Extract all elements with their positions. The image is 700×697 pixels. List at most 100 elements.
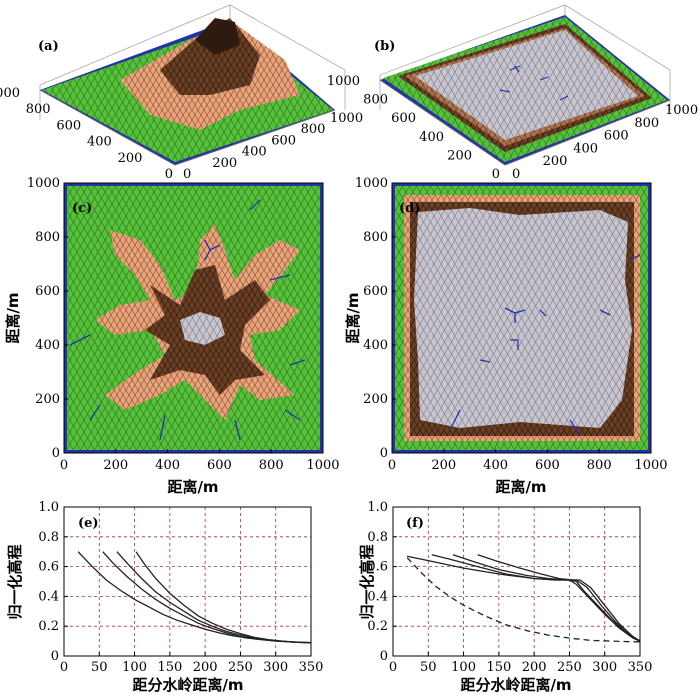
panel-c-x-tick-label: 800 bbox=[259, 458, 284, 473]
panel-f: 0 50 100 150 200 250 300 350 0 0.2 0.4 0.6 0.8 1.0 (… bbox=[358, 500, 652, 694]
panel-d-plateau bbox=[414, 208, 632, 428]
panel-c-y-tick-label: 200 bbox=[35, 392, 60, 407]
panel-b-channels bbox=[499, 65, 569, 101]
panel-b-x-tick-label: 200 bbox=[543, 154, 568, 169]
panel-a-x-tick-label: 1000 bbox=[330, 111, 363, 126]
panel-e-series-line-2 bbox=[102, 551, 312, 644]
panel-c-frame bbox=[63, 182, 324, 454]
panel-a-x-tick-label: 400 bbox=[242, 145, 267, 160]
panel-e-xlabel: 距分水岭距离/m bbox=[132, 676, 243, 694]
panel-f-x-tick-label: 250 bbox=[557, 660, 582, 675]
panel-a-x-tick-label: 200 bbox=[212, 156, 237, 171]
panel-e-ylabel: 归一化高程 bbox=[6, 544, 24, 619]
panel-b-y-tick-label: 200 bbox=[447, 148, 472, 163]
panel-e-series-line-4 bbox=[135, 551, 312, 644]
panel-e-x-tick-label: 250 bbox=[228, 660, 253, 675]
panel-a-summit bbox=[195, 18, 240, 55]
panel-e-x-tick-label: 0 bbox=[60, 660, 68, 675]
panel-c-x-tick-label: 1000 bbox=[306, 458, 339, 473]
panel-b-plateau bbox=[415, 30, 638, 140]
panel-d-frame bbox=[391, 182, 652, 454]
panel-f-x-tick-label: 300 bbox=[592, 660, 617, 675]
panel-b-y-tick-label: 400 bbox=[419, 130, 444, 145]
panel-e-y-tick-label: 0.6 bbox=[38, 560, 59, 575]
panel-a-y-tick-label: 1000 bbox=[0, 86, 20, 101]
panel-c-ylabel: 距离/m bbox=[4, 292, 22, 343]
panel-b-y-tick-label: 600 bbox=[391, 111, 416, 126]
panel-a-y-tick-label: 0 bbox=[165, 167, 173, 182]
panel-f-x-tick-label: 200 bbox=[522, 660, 547, 675]
panel-b-axes bbox=[379, 79, 671, 166]
panel-b-x-tick-label: 600 bbox=[604, 129, 629, 144]
panel-c-label: (c) bbox=[72, 201, 92, 216]
panel-a-y-tick-label: 600 bbox=[56, 118, 81, 133]
panel-f-label: (f) bbox=[406, 516, 424, 531]
panel-f-y-tick-label: 0.8 bbox=[367, 530, 388, 545]
panel-d-label: (d) bbox=[399, 201, 420, 216]
panel-e-y-tick-label: 0.2 bbox=[38, 619, 59, 634]
panel-e: 0 50 100 150 200 250 300 350 0 0.2 0.4 0.6 0.8 1.0 (… bbox=[6, 500, 323, 694]
panel-c-grey-summit bbox=[180, 312, 225, 345]
panel-b-x-tick-label: 0 bbox=[512, 167, 520, 182]
panel-c-y-tick-label: 1000 bbox=[27, 176, 60, 191]
panel-d-x-tick-label: 600 bbox=[535, 458, 560, 473]
panel-a-x-tick-label: 600 bbox=[271, 133, 296, 148]
panel-d: (d) 0 200 400 600 800 1000 02004006008001000 … bbox=[344, 176, 668, 496]
panel-d-y-tick-label: 1000 bbox=[355, 176, 388, 191]
panel-f-ylabel: 归一化高程 bbox=[358, 544, 376, 619]
panel-d-x-tick-label: 800 bbox=[587, 458, 612, 473]
panel-a-label: (a) bbox=[38, 39, 59, 54]
panel-e-y-tick-label: 0 bbox=[51, 649, 59, 664]
panel-f-x-tick-label: 0 bbox=[389, 660, 397, 675]
panel-e-x-tick-label: 200 bbox=[193, 660, 218, 675]
panel-e-y-tick-label: 0.4 bbox=[38, 589, 59, 604]
panel-f-y-tick-label: 1.0 bbox=[367, 500, 388, 515]
panel-e-label: (e) bbox=[78, 516, 99, 531]
panel-f-x-tick-label: 350 bbox=[628, 660, 653, 675]
panel-c-y-tick-label: 600 bbox=[35, 284, 60, 299]
panel-c-x-tick-label: 0 bbox=[60, 458, 68, 473]
panel-b-y-tick-label: 1000 bbox=[327, 74, 360, 89]
panel-d-xlabel: 距离/m bbox=[495, 478, 546, 496]
panel-b-x-tick-label: 800 bbox=[634, 116, 659, 131]
panel-b-y-tick-label: 800 bbox=[363, 93, 388, 108]
panel-e-y-tick-label: 1.0 bbox=[38, 500, 59, 515]
panel-c-x-tick-label: 200 bbox=[103, 458, 128, 473]
panel-c-xlabel: 距离/m bbox=[167, 478, 218, 496]
panel-a-x-tick-label: 800 bbox=[301, 122, 326, 137]
panel-b-x-tick-label: 1000 bbox=[665, 103, 698, 118]
panel-e-frame bbox=[63, 506, 312, 657]
panel-f-x-tick-label: 150 bbox=[486, 660, 511, 675]
panel-d-y-tick-label: 600 bbox=[363, 284, 388, 299]
panel-a-y-tick-label: 400 bbox=[87, 135, 112, 150]
panel-f-xlabel: 距分水岭距离/m bbox=[460, 676, 571, 694]
panel-d-x-tick-label: 1000 bbox=[634, 458, 667, 473]
panel-c-y-tick-label: 800 bbox=[35, 230, 60, 245]
panel-a-axes bbox=[39, 89, 336, 166]
panel-b-x-tick-label: 400 bbox=[573, 141, 598, 156]
panel-e-x-tick-label: 100 bbox=[122, 660, 147, 675]
panel-d-x-tick-label: 0 bbox=[388, 458, 396, 473]
panel-a: (a) 0 200 400 600 800 1000 0 200 400 600 800 1000 bbox=[0, 4, 363, 182]
panel-e-x-tick-label: 300 bbox=[263, 660, 288, 675]
panel-f-x-tick-label: 50 bbox=[420, 660, 437, 675]
panel-e-x-tick-label: 350 bbox=[299, 660, 324, 675]
panel-c: (c) 0 200 400 600 800 1000 02004006008001000 … bbox=[4, 176, 340, 496]
panel-f-series-line-5 bbox=[406, 557, 640, 643]
panel-a-y-tick-label: 200 bbox=[118, 151, 143, 166]
panel-d-y-tick-label: 0 bbox=[380, 446, 388, 461]
panel-e-x-tick-label: 150 bbox=[157, 660, 182, 675]
panel-c-x-tick-label: 400 bbox=[155, 458, 180, 473]
panel-b-label: (b) bbox=[374, 39, 395, 54]
panel-c-channels bbox=[69, 199, 306, 441]
panel-d-x-tick-label: 400 bbox=[483, 458, 508, 473]
panel-f-y-tick-label: 0.6 bbox=[367, 560, 388, 575]
panel-a-x-tick-label: 0 bbox=[183, 167, 191, 182]
panel-f-y-tick-label: 0.2 bbox=[367, 619, 388, 634]
panel-d-channels bbox=[449, 254, 641, 436]
panel-f-y-tick-label: 0 bbox=[380, 649, 388, 664]
panel-f-x-tick-label: 100 bbox=[451, 660, 476, 675]
panel-f-y-tick-label: 0.4 bbox=[367, 589, 388, 604]
